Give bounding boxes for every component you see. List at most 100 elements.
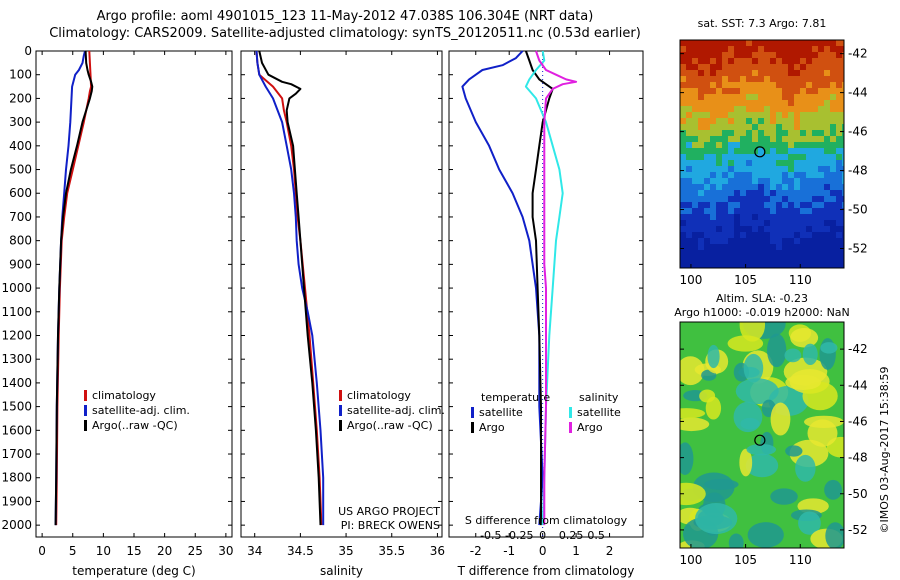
sst-cell	[716, 118, 722, 124]
sst-cell	[710, 46, 716, 52]
sst-cell	[806, 64, 812, 70]
sst-cell	[770, 202, 776, 208]
sst-cell	[698, 112, 704, 118]
sla-blob	[820, 342, 838, 354]
sst-cell	[842, 208, 844, 214]
sst-cell	[752, 160, 758, 166]
sst-cell	[722, 142, 728, 148]
sst-cell	[818, 160, 824, 166]
sst-cell	[746, 82, 752, 88]
sst-cell	[806, 76, 812, 82]
sla-map-panel: -42 -44 -46 -48 -50 -52 100 105 110 Altim. SLA: -…	[674, 292, 867, 567]
depth-tick-label: 100	[9, 68, 32, 82]
sst-cell	[722, 256, 728, 262]
sst-cell	[752, 178, 758, 184]
sst-cell	[812, 214, 818, 220]
sst-cell	[824, 76, 830, 82]
sst-cell	[710, 40, 716, 46]
sst-cell	[698, 142, 704, 148]
sst-cell	[734, 208, 740, 214]
sst-cell	[782, 190, 788, 196]
sst-cell	[842, 40, 844, 46]
sst-cell	[794, 136, 800, 142]
sst-cell	[746, 160, 752, 166]
sst-cell	[686, 100, 692, 106]
sst-cell	[734, 262, 740, 268]
x-tick-label: 20	[157, 544, 172, 558]
sla-blob	[785, 374, 821, 390]
sst-cell	[836, 100, 842, 106]
sst-cell	[794, 124, 800, 130]
sst-cell	[800, 58, 806, 64]
sst-cell	[716, 100, 722, 106]
sst-cell	[680, 256, 686, 262]
sst-cell	[800, 130, 806, 136]
sst-cell	[734, 202, 740, 208]
sst-cell	[692, 220, 698, 226]
sst-cell	[824, 52, 830, 58]
sst-cell	[758, 172, 764, 178]
sst-cell	[740, 112, 746, 118]
sst-cell	[776, 232, 782, 238]
sst-cell	[776, 46, 782, 52]
sst-cell	[752, 196, 758, 202]
sst-cell	[830, 112, 836, 118]
sst-cell	[680, 70, 686, 76]
sst-cell	[782, 64, 788, 70]
sst-cell	[800, 124, 806, 130]
sst-cell	[734, 160, 740, 166]
legend-swatch	[84, 390, 87, 401]
x2-tick-label: 0	[539, 529, 546, 542]
sst-cell	[770, 82, 776, 88]
sst-cell	[836, 130, 842, 136]
sst-cell	[722, 70, 728, 76]
sst-cell	[836, 142, 842, 148]
sst-map-panel: -42 -44 -46 -48 -50 -52 100 105 110 sat. SST: 7.3…	[679, 17, 867, 287]
sst-cell	[740, 142, 746, 148]
sst-cell	[728, 202, 734, 208]
sst-cell	[776, 178, 782, 184]
sla-blob	[824, 479, 842, 500]
sst-cell	[818, 244, 824, 250]
sst-cell	[722, 250, 728, 256]
sst-cell	[698, 184, 704, 190]
x-axis-label: temperature (deg C)	[72, 564, 195, 578]
sst-cell	[728, 64, 734, 70]
sst-cell	[680, 178, 686, 184]
sst-cell	[770, 52, 776, 58]
sst-cell	[716, 214, 722, 220]
sst-cell	[686, 172, 692, 178]
sst-cell	[800, 262, 806, 268]
sst-cell	[686, 130, 692, 136]
sst-cell	[704, 238, 710, 244]
sst-cell	[770, 184, 776, 190]
sst-cell	[752, 226, 758, 232]
sst-cell	[710, 106, 716, 112]
sst-cell	[806, 184, 812, 190]
sst-cell	[692, 208, 698, 214]
sst-cell	[704, 148, 710, 154]
x-tick-label: 1	[572, 544, 580, 558]
sst-cell	[758, 106, 764, 112]
sst-cell	[752, 40, 758, 46]
sst-cell	[788, 202, 794, 208]
sst-cell	[722, 130, 728, 136]
sst-cell	[776, 172, 782, 178]
sst-cell	[794, 178, 800, 184]
x-axis-label: T difference from climatology	[457, 564, 635, 578]
sst-cell	[800, 226, 806, 232]
sst-cell	[686, 154, 692, 160]
sst-cell	[764, 202, 770, 208]
sst-cell	[692, 250, 698, 256]
sst-cell	[818, 238, 824, 244]
sst-cell	[728, 256, 734, 262]
sst-cell	[776, 40, 782, 46]
sst-cell	[800, 196, 806, 202]
sst-cell	[692, 82, 698, 88]
sst-cell	[758, 196, 764, 202]
sst-cell	[830, 130, 836, 136]
sla-blob	[740, 417, 760, 430]
sst-cell	[800, 238, 806, 244]
sst-cell	[758, 40, 764, 46]
